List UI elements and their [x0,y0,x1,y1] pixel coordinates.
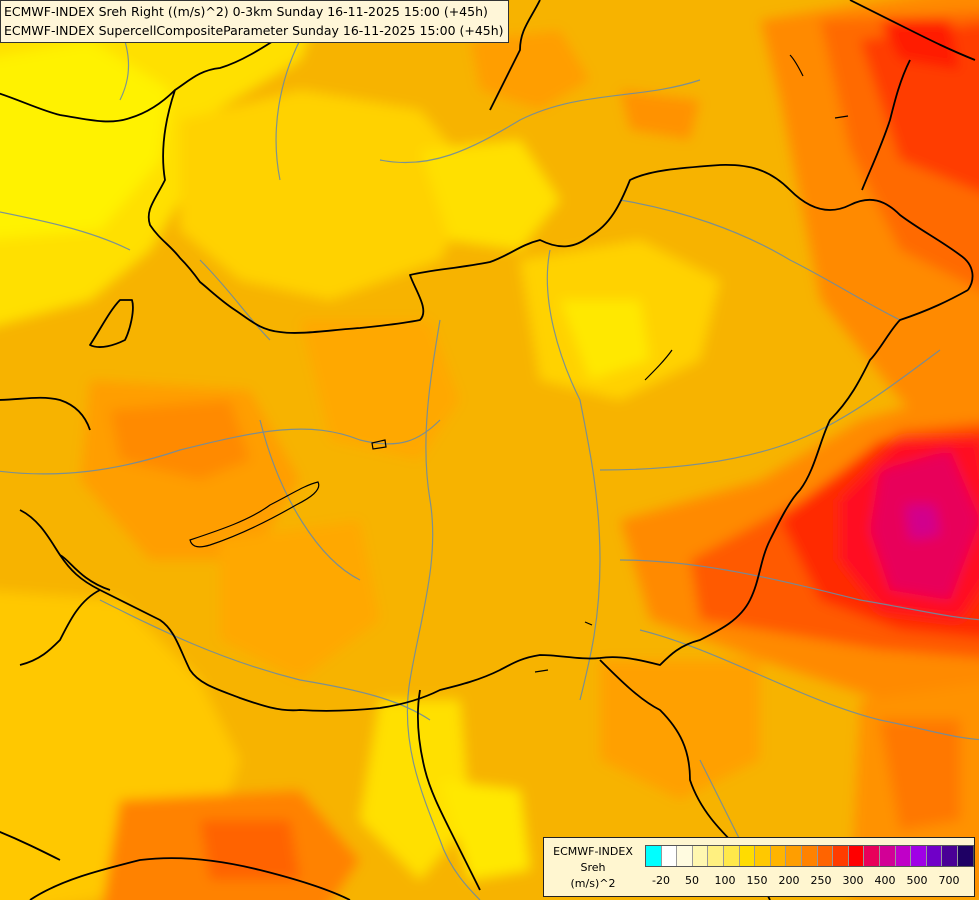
legend-swatch-18 [926,846,943,866]
legend-variable: Sreh [580,861,606,874]
legend-swatch-20 [957,846,974,866]
legend-tick-label: 150 [746,874,768,887]
legend-swatch-0 [646,846,662,866]
legend-swatch-9 [786,846,802,866]
legend-tick-label: 200 [778,874,800,887]
title-sreh: ECMWF-INDEX Sreh Right ((m/s)^2) 0-3km S… [4,4,488,19]
legend-swatch-5 [723,846,740,866]
legend-tick-label: 300 [842,874,864,887]
legend-source: ECMWF-INDEX [553,845,633,858]
legend-tick-label: 100 [714,874,736,887]
legend-swatch-6 [739,846,756,866]
legend-swatch-17 [911,846,927,866]
legend-header: ECMWF-INDEX Sreh (m/s)^2 [546,844,640,892]
legend-swatch-16 [895,846,912,866]
legend-swatches [645,845,975,867]
legend-tick-label: 700 [938,874,960,887]
legend-swatch-14 [864,846,880,866]
legend-swatch-4 [708,846,724,866]
map-title-box: ECMWF-INDEX Sreh Right ((m/s)^2) 0-3km S… [0,0,509,43]
legend-swatch-3 [692,846,709,866]
legend-swatch-15 [879,846,896,866]
legend-tick-label: 250 [810,874,832,887]
title-scp: ECMWF-INDEX SupercellCompositeParameter … [4,23,504,38]
colorbar-legend: ECMWF-INDEX Sreh (m/s)^2 -20 50 100 150 200 2… [543,837,975,897]
legend-tick-label: 500 [906,874,928,887]
legend-ticks: -20 50 100 150 200 250 300 400 500 700 [544,874,974,890]
legend-tick-label: 50 [685,874,699,887]
legend-swatch-13 [848,846,865,866]
legend-swatch-12 [833,846,849,866]
legend-unit: (m/s)^2 [570,877,616,890]
legend-swatch-10 [801,846,818,866]
legend-swatch-2 [677,846,693,866]
legend-swatch-7 [755,846,771,866]
legend-tick-label: 400 [874,874,896,887]
legend-swatch-1 [661,846,678,866]
lakes [189,54,849,673]
legend-tick-label: -20 [652,874,670,887]
legend-swatch-19 [942,846,958,866]
legend-swatch-8 [770,846,787,866]
legend-swatch-11 [817,846,834,866]
